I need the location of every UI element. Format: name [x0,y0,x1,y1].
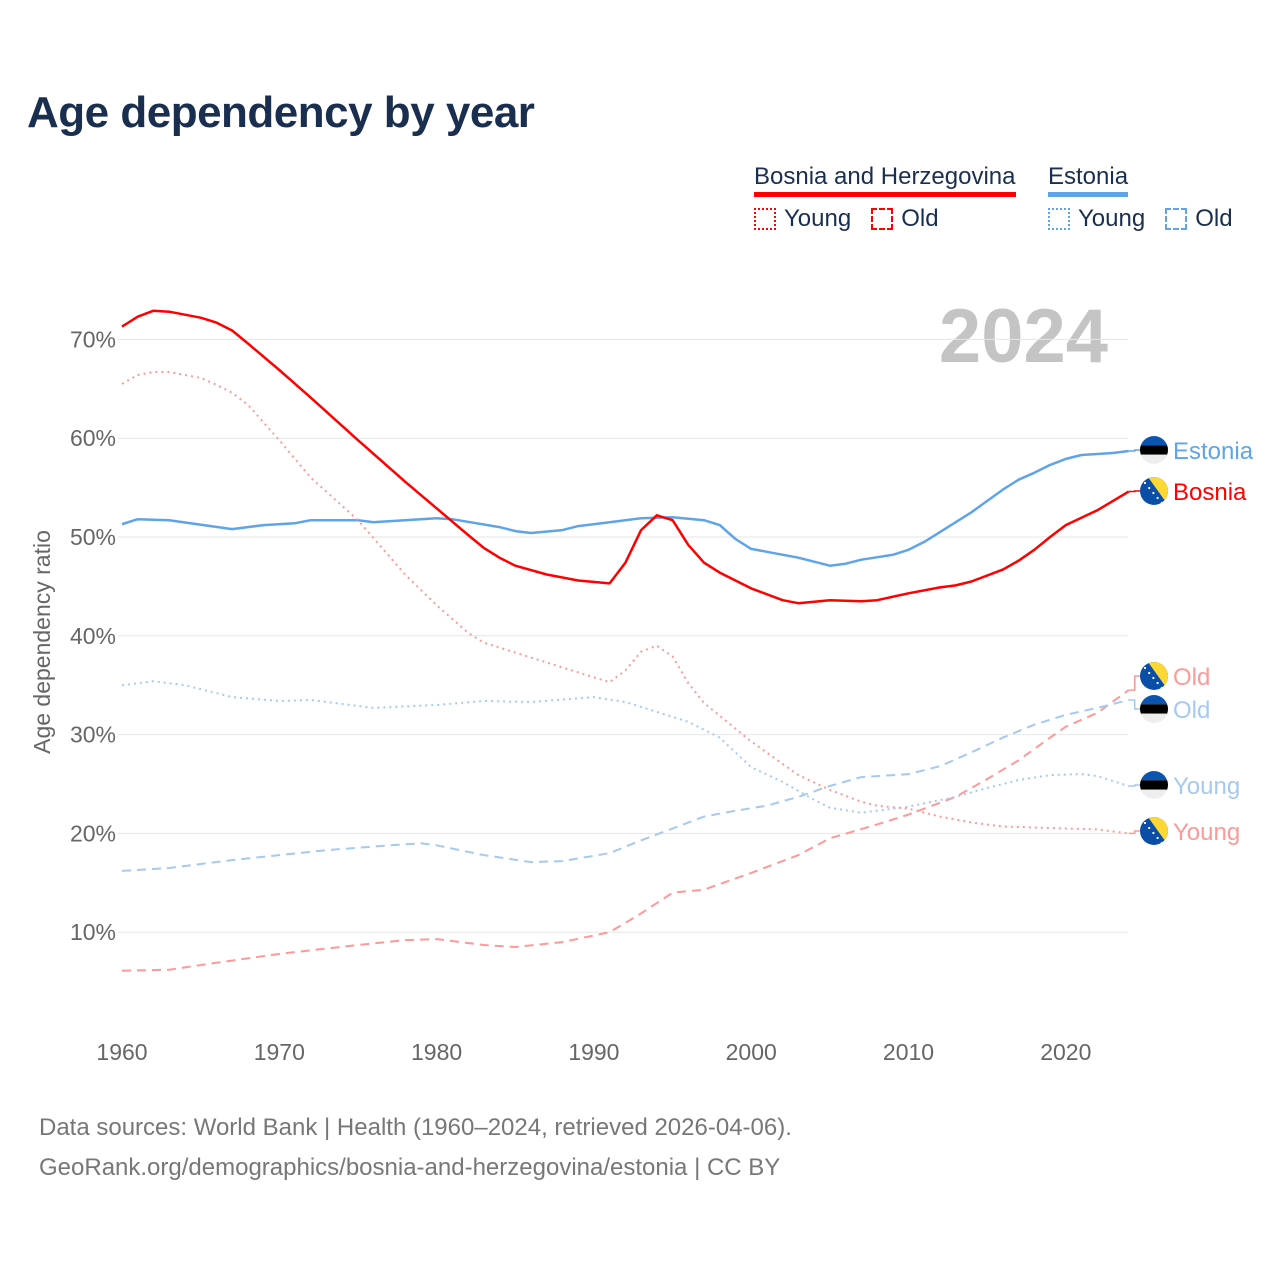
source-link[interactable]: GeoRank.org/demographics/bosnia-and-herz… [39,1154,781,1181]
legend-old-swatch [1165,208,1188,230]
y-tick-label: 60% [70,425,116,451]
estonia-flag-icon [1140,695,1168,723]
label-connector [1128,449,1140,452]
bosnia-flag-icon [1140,477,1168,505]
data-sources: Data sources: World Bank | Health (1960–… [39,1114,792,1141]
x-tick-label: 1970 [254,1039,305,1065]
chart-title: Age dependency by year [27,88,535,137]
x-tick-label: 1980 [411,1039,462,1065]
label-connector [1128,675,1140,691]
y-tick-label: 50% [70,524,116,550]
end-label: Old [1173,697,1210,724]
x-tick-label: 2000 [726,1039,777,1065]
y-tick-label: 30% [70,722,116,748]
bosnia-flag-icon [1140,662,1168,690]
end-label: Young [1173,773,1240,800]
series-line-estonia-young [121,680,1130,814]
legend-group-estonia[interactable]: Estonia Young Old [1048,163,1233,233]
legend-old-label[interactable]: Old [1195,205,1233,232]
series-line-bosnia-and-herzegovina [121,309,1130,605]
legend-estonia-label[interactable]: Estonia [1048,163,1129,197]
footer: Data sources: World Bank | Health (1960–… [39,1108,792,1188]
x-tick-label: 1960 [96,1039,147,1065]
label-connector [1128,490,1140,493]
series-line-estonia-old [121,699,1129,872]
legend-young-swatch [754,208,776,230]
end-label: Young [1173,819,1240,846]
label-connector [1128,784,1140,787]
x-tick-label: 1990 [568,1039,619,1065]
legend-old-label[interactable]: Old [901,205,939,232]
x-tick-label: 2020 [1040,1039,1091,1065]
y-tick-label: 40% [70,623,116,649]
label-connector [1128,830,1140,835]
x-tick-label: 2010 [883,1039,934,1065]
year-watermark: 2024 [939,294,1108,379]
legend-young-label[interactable]: Young [1078,205,1146,232]
legend-old-swatch [871,208,894,230]
bosnia-flag-icon [1140,817,1168,845]
legend-young-label[interactable]: Young [784,205,852,232]
end-label: Old [1173,664,1210,691]
estonia-flag-icon [1140,771,1168,799]
end-label: Estonia [1173,438,1254,465]
end-label: Bosnia [1173,479,1247,506]
y-tick-label: 70% [70,326,116,352]
label-connector [1128,699,1140,710]
legend-group-bosnia[interactable]: Bosnia and Herzegovina Young Old [754,163,1016,233]
series-line-bosnia-and-herzegovina-old [121,689,1130,972]
series-line-estonia [121,449,1129,567]
estonia-flag-icon [1140,436,1168,464]
legend-bosnia-label[interactable]: Bosnia and Herzegovina [754,163,1016,197]
legend-young-swatch [1048,208,1070,230]
y-axis-label: Age dependency ratio [29,530,55,754]
series-line-bosnia-and-herzegovina-young [121,371,1129,835]
y-tick-label: 20% [70,820,116,846]
y-tick-label: 10% [70,919,116,945]
